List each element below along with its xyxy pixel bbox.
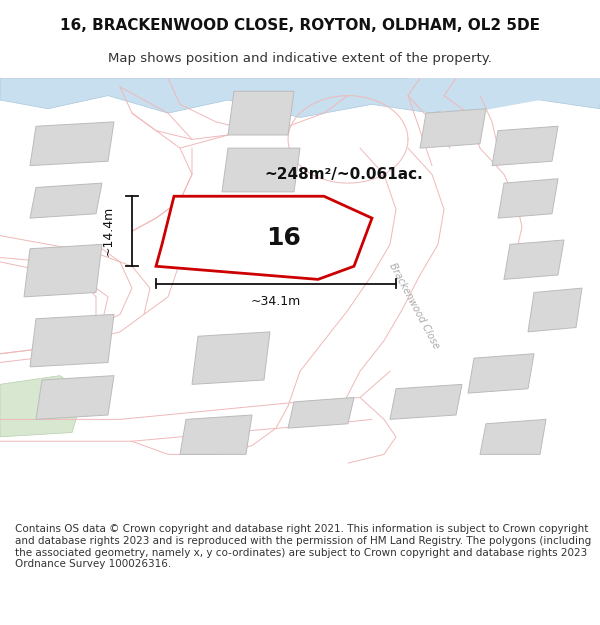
Text: 16: 16 bbox=[266, 226, 301, 250]
Text: Contains OS data © Crown copyright and database right 2021. This information is : Contains OS data © Crown copyright and d… bbox=[15, 524, 591, 569]
Polygon shape bbox=[228, 91, 294, 135]
Polygon shape bbox=[504, 240, 564, 279]
Text: Map shows position and indicative extent of the property.: Map shows position and indicative extent… bbox=[108, 52, 492, 65]
Polygon shape bbox=[468, 354, 534, 393]
Polygon shape bbox=[30, 314, 114, 367]
Polygon shape bbox=[222, 148, 300, 192]
Polygon shape bbox=[180, 415, 252, 454]
Polygon shape bbox=[420, 109, 486, 148]
Text: ~248m²/~0.061ac.: ~248m²/~0.061ac. bbox=[264, 167, 423, 182]
Polygon shape bbox=[288, 398, 354, 428]
Polygon shape bbox=[0, 78, 600, 118]
Polygon shape bbox=[492, 126, 558, 166]
Polygon shape bbox=[156, 196, 372, 279]
Text: ~14.4m: ~14.4m bbox=[101, 206, 115, 256]
Polygon shape bbox=[498, 179, 558, 218]
Polygon shape bbox=[408, 78, 600, 113]
Text: Brackenwood Close: Brackenwood Close bbox=[387, 261, 441, 350]
Polygon shape bbox=[390, 384, 462, 419]
Polygon shape bbox=[0, 376, 84, 437]
Polygon shape bbox=[192, 332, 270, 384]
Polygon shape bbox=[30, 122, 114, 166]
Text: ~34.1m: ~34.1m bbox=[251, 295, 301, 308]
Text: 16, BRACKENWOOD CLOSE, ROYTON, OLDHAM, OL2 5DE: 16, BRACKENWOOD CLOSE, ROYTON, OLDHAM, O… bbox=[60, 18, 540, 32]
Polygon shape bbox=[480, 419, 546, 454]
Polygon shape bbox=[528, 288, 582, 332]
Polygon shape bbox=[36, 376, 114, 419]
Polygon shape bbox=[24, 244, 102, 297]
Polygon shape bbox=[30, 183, 102, 218]
